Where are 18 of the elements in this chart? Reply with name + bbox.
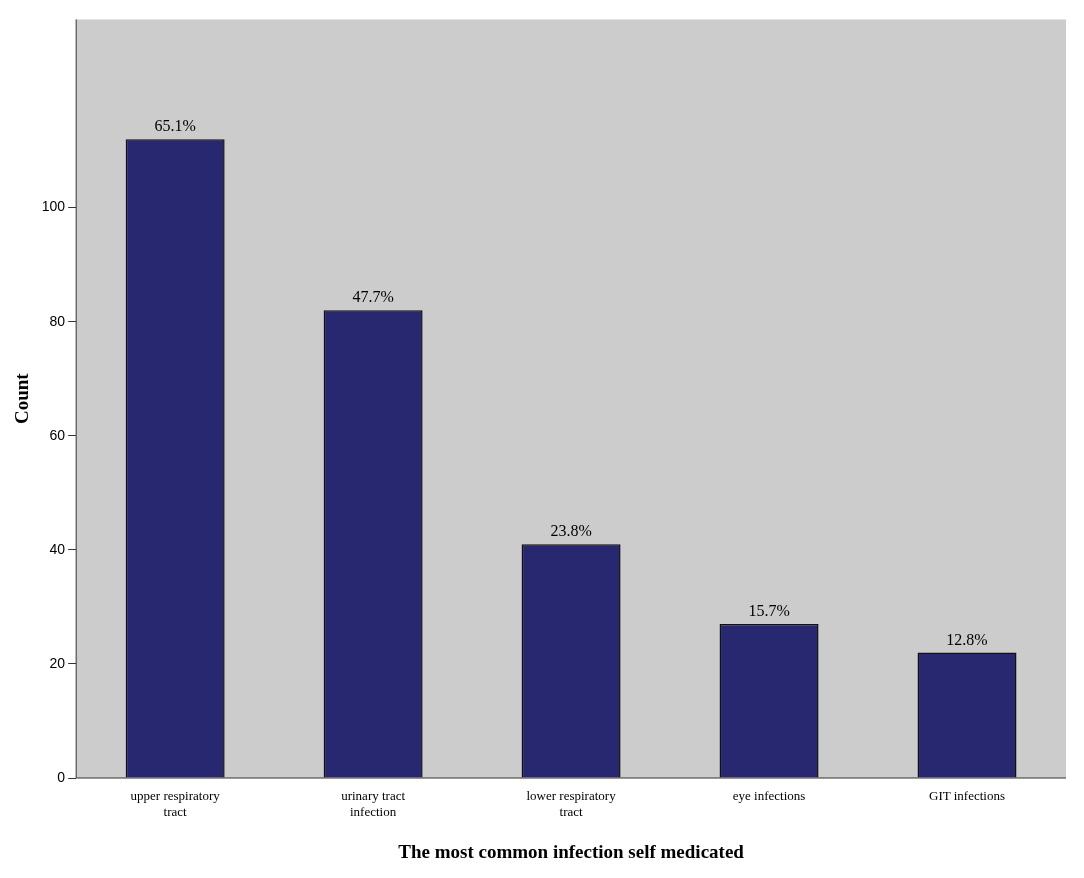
annotation: 12.8% xyxy=(946,630,988,648)
y-tick-label: 80 xyxy=(49,312,66,329)
annotation: 47.7% xyxy=(352,288,394,306)
y-axis-title: Count xyxy=(11,372,33,425)
annotation: 15.7% xyxy=(748,602,790,620)
x-tick-label: eye infections xyxy=(732,788,806,804)
x-tick-label: GIT infections xyxy=(929,788,1005,804)
annotation: 23.8% xyxy=(550,522,592,540)
annotation: 65.1% xyxy=(154,117,196,135)
x-tick-label: lower respiratory tract xyxy=(526,788,617,819)
y-tick-label: 40 xyxy=(49,540,66,557)
x-tick-label: urinary tract infection xyxy=(341,788,406,819)
x-axis-title: The most common infection self medicated xyxy=(398,840,745,862)
y-tick-label: 60 xyxy=(49,426,66,443)
y-tick-label: 100 xyxy=(41,198,66,215)
y-tick-label: 0 xyxy=(57,768,66,785)
y-tick-label: 20 xyxy=(49,654,66,671)
x-tick-label: upper respiratory tract xyxy=(130,788,221,819)
